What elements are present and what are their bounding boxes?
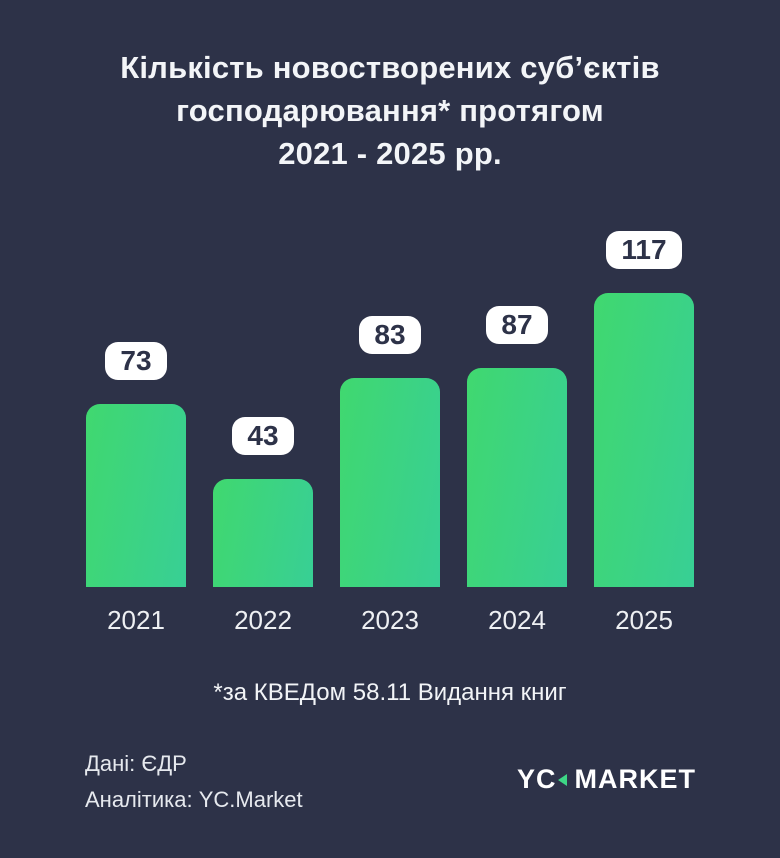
- bar-group-2022: 43 2022: [213, 417, 313, 635]
- logo-triangle-icon: [557, 773, 567, 786]
- yc-market-logo: YC MARKET: [517, 764, 696, 795]
- chart-title-line-1: Кількість новостворених суб’єктів: [120, 50, 660, 85]
- bar-chart: 73 2021 43 2022 83 2023 87 2024 117 2025: [0, 231, 780, 635]
- footnote: *за КВЕДом 58.11 Видання книг: [213, 679, 567, 706]
- value-label-2021: 73: [105, 342, 167, 380]
- data-source: Дані: ЄДР: [85, 751, 187, 776]
- x-axis-label-2023: 2023: [361, 605, 419, 635]
- bar-group-2024: 87 2024: [467, 306, 567, 635]
- chart-title: Кількість новостворених суб’єктів господ…: [0, 46, 780, 175]
- value-label-2023: 83: [359, 316, 421, 354]
- logo-text-yc: YC: [516, 764, 557, 794]
- value-label-2025: 117: [606, 231, 682, 269]
- bar-2021: [86, 404, 186, 587]
- value-label-2024: 87: [486, 306, 548, 344]
- credits-block: Дані: ЄДР Аналітика: YC.Market: [85, 746, 303, 818]
- x-axis-label-2024: 2024: [488, 605, 546, 635]
- bar-group-2021: 73 2021: [86, 342, 186, 635]
- value-label-2022: 43: [232, 417, 294, 455]
- logo-text-market: MARKET: [574, 764, 696, 794]
- x-axis-label-2021: 2021: [107, 605, 165, 635]
- bar-group-2023: 83 2023: [340, 316, 440, 635]
- bar-group-2025: 117 2025: [594, 231, 694, 635]
- bar-2025: [594, 293, 694, 587]
- x-axis-label-2022: 2022: [234, 605, 292, 635]
- chart-title-line-3: 2021 - 2025 рр.: [278, 136, 502, 171]
- chart-title-line-2: господарювання* протягом: [176, 93, 604, 128]
- analytics-credit: Аналітика: YC.Market: [85, 787, 303, 812]
- bar-2023: [340, 378, 440, 587]
- bar-2024: [467, 368, 567, 587]
- bar-2022: [213, 479, 313, 587]
- x-axis-label-2025: 2025: [615, 605, 673, 635]
